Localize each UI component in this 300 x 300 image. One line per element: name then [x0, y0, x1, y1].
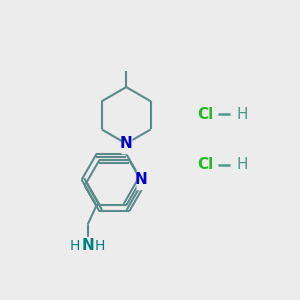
Text: N: N	[120, 136, 133, 151]
Text: Cl: Cl	[198, 158, 214, 172]
Text: Cl: Cl	[198, 107, 214, 122]
Text: N: N	[81, 238, 94, 253]
Text: H: H	[70, 239, 80, 253]
Text: H: H	[95, 239, 105, 253]
Text: N: N	[135, 172, 148, 187]
Text: H: H	[236, 158, 248, 172]
Text: H: H	[236, 107, 248, 122]
